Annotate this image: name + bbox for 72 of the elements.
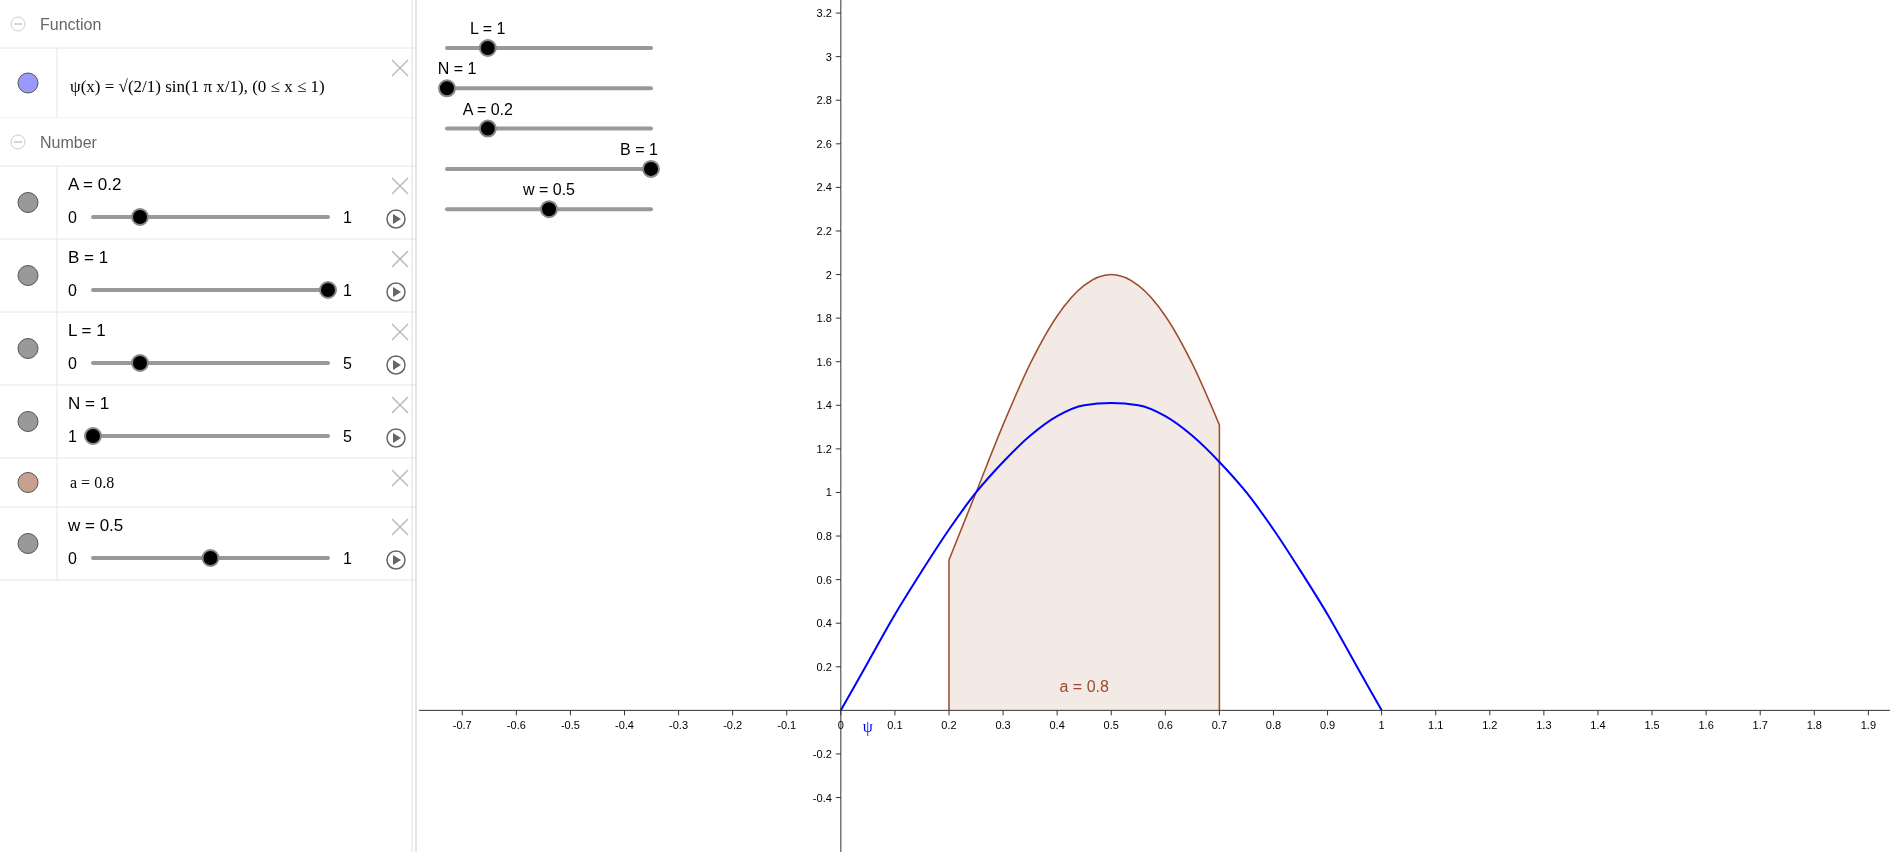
x-tick-label: 1.1: [1428, 719, 1444, 732]
y-tick-label: 2.2: [816, 224, 832, 237]
annotation: A = 0.2: [462, 100, 514, 118]
y-tick-label: 0.8: [816, 530, 832, 543]
x-tick-label: 0.9: [1319, 719, 1336, 732]
x-tick-label: 0: [837, 719, 844, 732]
text: 0: [68, 355, 77, 372]
y-tick-label: 1.2: [816, 442, 832, 455]
text: Number: [40, 134, 98, 151]
text: 1: [343, 209, 352, 226]
x-tick-label: -0.1: [777, 719, 797, 732]
y-tick-label: 0.2: [816, 660, 832, 673]
annotation: B = 1: [620, 140, 658, 158]
text: Function: [40, 16, 102, 33]
x-tick-label: 1.7: [1752, 719, 1768, 732]
x-tick-label: 0.2: [941, 719, 957, 732]
text: 5: [343, 428, 352, 445]
x-tick-label: 0.6: [1157, 719, 1173, 732]
x-tick-label: 1.9: [1860, 719, 1877, 732]
y-tick-label: -0.4: [812, 791, 832, 804]
text: 1: [68, 428, 77, 445]
x-tick-label: 0.1: [887, 719, 903, 732]
x-tick-label: 1.5: [1644, 719, 1660, 732]
y-tick-label: 2.4: [816, 181, 832, 194]
text: ψ(x) = √(2/1) sin(1 π x/1), (0 ≤ x ≤ 1): [70, 77, 325, 96]
text: 1: [343, 282, 352, 299]
x-tick-label: 0.8: [1265, 719, 1282, 732]
x-tick-label: 0.3: [995, 719, 1011, 732]
x-tick-label: 1.2: [1482, 719, 1498, 732]
text: A = 0.2: [68, 175, 122, 194]
line-series: [839, 402, 1383, 712]
annotation: N = 1: [437, 60, 477, 78]
x-tick-label: -0.3: [669, 719, 689, 732]
y-tick-label: 3: [825, 50, 832, 63]
x-tick-label: 0.4: [1049, 719, 1065, 732]
x-tick-label: 0.7: [1211, 719, 1228, 732]
y-tick-label: 2: [825, 268, 832, 281]
x-tick-label: 1.6: [1698, 719, 1714, 732]
y-tick-label: 0.4: [816, 617, 832, 630]
text: L = 1: [68, 321, 106, 340]
y-tick-label: 3.2: [816, 7, 832, 20]
text: w = 0.5: [67, 516, 124, 535]
text: 0: [68, 282, 77, 299]
y-tick-label: 2.6: [816, 137, 832, 150]
x-tick-label: -0.4: [615, 719, 634, 732]
x-tick-label: 1.3: [1536, 719, 1552, 732]
x-tick-label: -0.6: [506, 719, 526, 732]
text: 1: [343, 550, 352, 567]
x-tick-label: 1: [1378, 719, 1385, 732]
annotation: L = 1: [470, 20, 506, 37]
text: 0: [68, 209, 77, 226]
text: a = 0.8: [70, 474, 115, 491]
y-tick-label: 2.8: [816, 94, 832, 107]
text: 5: [343, 355, 352, 372]
series-label: a = 0.8: [1059, 678, 1109, 696]
x-tick-label: 0.5: [1103, 719, 1119, 732]
y-tick-label: 1.6: [816, 355, 832, 368]
annotation: w = 0.5: [521, 181, 576, 199]
x-tick-label: -0.5: [560, 719, 580, 732]
y-tick-label: 1: [825, 486, 832, 499]
x-tick-label: -0.7: [452, 719, 472, 732]
x-tick-label: -0.2: [723, 719, 743, 732]
y-tick-label: 1.8: [816, 312, 832, 325]
series-label: ψ: [862, 718, 873, 737]
y-tick-label: 0.6: [816, 573, 832, 586]
y-tick-label: 1.4: [816, 399, 832, 412]
text: 0: [68, 550, 77, 567]
text: N = 1: [68, 394, 110, 413]
y-tick-label: -0.2: [812, 747, 832, 760]
text: B = 1: [68, 248, 109, 267]
x-tick-label: 1.8: [1806, 719, 1822, 732]
x-tick-label: 1.4: [1590, 719, 1606, 732]
